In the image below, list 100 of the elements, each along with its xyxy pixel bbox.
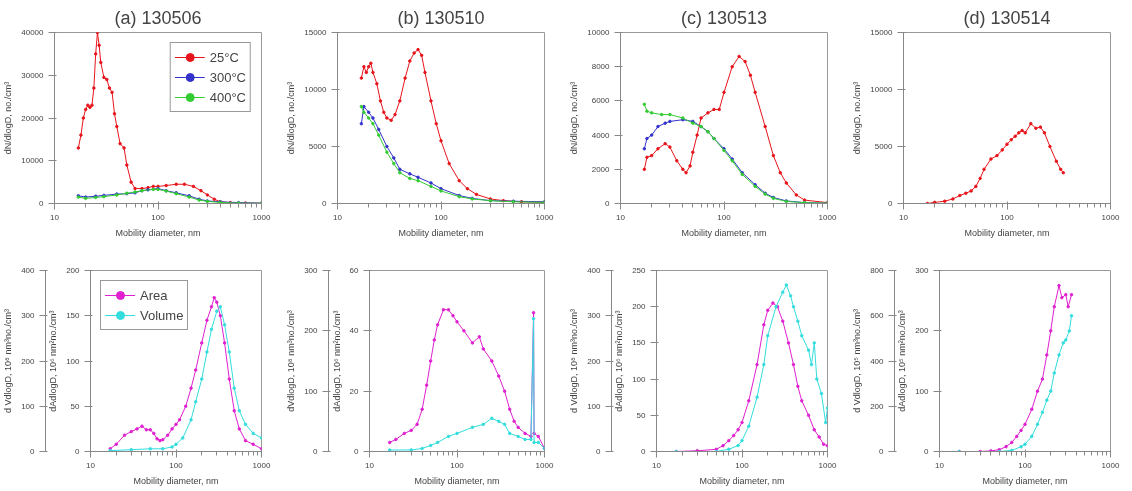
point xyxy=(964,191,968,195)
point xyxy=(1042,131,1047,135)
y-axis-title: dN/dlogD, no./cm³ xyxy=(286,81,297,155)
x-tick-label: 100 xyxy=(151,212,166,222)
y2-tick-label: 400 xyxy=(587,266,602,275)
y2-tick-label: 400 xyxy=(21,266,36,275)
point xyxy=(727,438,731,443)
x-tick-label: 10 xyxy=(652,460,662,470)
y2-axis-title: d VdlogD, 10⁸ nm³no./cm³ xyxy=(569,309,580,413)
y-tick-label: 100 xyxy=(66,356,81,366)
y-tick-label: 0 xyxy=(322,199,328,208)
y-tick-label: 0 xyxy=(605,199,611,208)
y-tick-label: 60 xyxy=(349,266,360,275)
point xyxy=(1038,125,1043,129)
x-tick-label: 100 xyxy=(717,212,732,222)
y-tick-label: 150 xyxy=(632,338,647,348)
point xyxy=(765,308,770,313)
point xyxy=(817,435,821,439)
y2-axis-title: dVdlogD, 10⁸ nm³no./cm³ xyxy=(286,310,297,412)
y-tick-label: 200 xyxy=(66,266,81,275)
x-tick-label: 10 xyxy=(365,460,375,470)
y-tick-label: 0 xyxy=(354,447,360,456)
x-axis-title: Mobility diameter, nm xyxy=(982,475,1068,486)
point xyxy=(806,413,811,418)
point xyxy=(812,428,817,432)
point xyxy=(821,442,826,447)
point xyxy=(1023,131,1027,135)
y-tick-label: 250 xyxy=(632,266,647,275)
y2-tick-label: 600 xyxy=(870,311,885,321)
point xyxy=(731,433,736,438)
point xyxy=(791,362,796,367)
y-tick-label: 100 xyxy=(632,374,647,384)
point xyxy=(1058,167,1063,172)
y-axis-title: dAdlogD, 10⁶ nm²no./cm³ xyxy=(614,310,625,412)
y-axis-title: dN/dlogD, no./cm³ xyxy=(852,81,863,155)
y-axis-title: dN/dlogD, no./cm³ xyxy=(3,81,14,155)
y-tick-label: 0 xyxy=(924,447,930,456)
point xyxy=(796,384,800,389)
x-axis-title: Mobility diameter, nm xyxy=(133,475,219,486)
x-axis-title: Mobility diameter, nm xyxy=(699,475,785,486)
y-tick-label: 200 xyxy=(915,326,930,336)
point xyxy=(755,362,759,367)
y-tick-label: 4000 xyxy=(591,130,611,140)
point xyxy=(1048,144,1052,149)
y-tick-label: 0 xyxy=(75,447,81,456)
y-tick-label: 10000 xyxy=(870,85,894,94)
x-tick-label: 10 xyxy=(935,460,945,470)
y-tick-label: 20000 xyxy=(21,113,45,123)
legend-label: 400°C xyxy=(209,89,246,105)
y2-axis-title: d VdlogD, 10⁵ nm³no./cm³ xyxy=(852,309,863,413)
x-tick-label: 1000 xyxy=(1101,212,1120,222)
x-axis-title: Mobility diameter, nm xyxy=(964,227,1050,238)
y-tick-label: 6000 xyxy=(591,96,611,106)
y-tick-label: 10000 xyxy=(587,28,611,37)
point xyxy=(1029,121,1033,126)
y2-tick-label: 400 xyxy=(870,356,885,366)
chart-title: (d) 130514 xyxy=(963,7,1051,28)
x-tick-label: 1000 xyxy=(535,212,554,222)
point xyxy=(982,167,986,172)
x-axis-title: Mobility diameter, nm xyxy=(398,227,484,238)
point xyxy=(989,157,993,161)
y-axis-title: dN/dlogD, no./cm³ xyxy=(569,81,580,155)
point xyxy=(1034,126,1038,131)
point xyxy=(721,443,725,448)
x-tick-label: 10 xyxy=(616,212,626,222)
x-tick-label: 1000 xyxy=(252,212,271,222)
y2-tick-label: 800 xyxy=(870,266,885,275)
y-tick-label: 50 xyxy=(636,410,647,420)
point xyxy=(1054,159,1059,164)
y-tick-label: 0 xyxy=(39,199,45,208)
point xyxy=(1017,131,1021,135)
point xyxy=(1061,170,1066,175)
y-tick-label: 30000 xyxy=(21,70,45,80)
point xyxy=(800,399,804,403)
point xyxy=(978,176,982,181)
y-tick-label: 5000 xyxy=(308,142,328,151)
legend-label: 25°C xyxy=(209,49,239,65)
y-tick-label: 150 xyxy=(66,311,81,321)
y-tick-label: 40000 xyxy=(21,28,45,37)
x-axis-title: Mobility diameter, nm xyxy=(414,475,500,486)
y-tick-label: 8000 xyxy=(591,62,611,72)
x-tick-label: 1000 xyxy=(535,460,554,470)
x-axis-title: Mobility diameter, nm xyxy=(681,227,767,238)
x-tick-label: 100 xyxy=(735,460,750,470)
x-tick-label: 100 xyxy=(450,460,465,470)
legend-label: Volume xyxy=(140,307,184,323)
point xyxy=(1020,128,1024,133)
y-tick-label: 40 xyxy=(349,326,360,336)
y2-axis-title: d VdlogD, 10⁸ nm³no./cm³ xyxy=(3,309,14,413)
x-tick-label: 1000 xyxy=(818,212,837,222)
y-tick-label: 50 xyxy=(70,401,81,411)
y-axis-title: dAdlogD, 10⁵ nm²no./cm³ xyxy=(897,310,908,412)
y-tick-label: 10000 xyxy=(304,85,328,94)
y-tick-label: 2000 xyxy=(591,164,611,174)
x-tick-label: 100 xyxy=(1018,460,1033,470)
y-tick-label: 5000 xyxy=(874,142,894,151)
point xyxy=(974,184,978,189)
y-tick-label: 0 xyxy=(888,199,894,208)
point xyxy=(969,189,973,193)
point xyxy=(736,428,740,432)
